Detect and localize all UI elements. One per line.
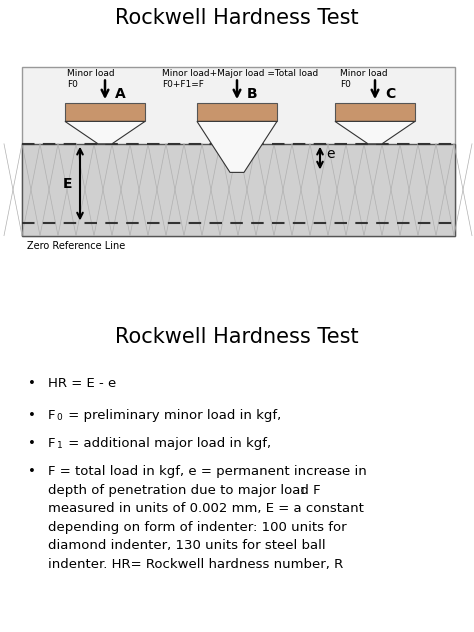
Text: •: • bbox=[28, 437, 36, 450]
Polygon shape bbox=[335, 121, 415, 144]
Text: •: • bbox=[28, 377, 36, 391]
Text: diamond indenter, 130 units for steel ball: diamond indenter, 130 units for steel ba… bbox=[48, 539, 326, 552]
Text: 1: 1 bbox=[56, 441, 62, 450]
Text: e: e bbox=[326, 147, 335, 161]
Text: •: • bbox=[28, 410, 36, 422]
Text: 0: 0 bbox=[56, 413, 62, 422]
Text: Minor load+Major load =Total load
F0+F1=F: Minor load+Major load =Total load F0+F1=… bbox=[162, 70, 318, 88]
Text: measured in units of 0.002 mm, E = a constant: measured in units of 0.002 mm, E = a con… bbox=[48, 502, 364, 515]
Bar bbox=[65, 103, 145, 121]
Text: F: F bbox=[48, 410, 55, 422]
Text: C: C bbox=[385, 87, 395, 101]
Text: = additional major load in kgf,: = additional major load in kgf, bbox=[64, 437, 271, 450]
Text: Rockwell Hardness Test: Rockwell Hardness Test bbox=[115, 327, 359, 348]
Text: depth of penetration due to major load F: depth of penetration due to major load F bbox=[48, 483, 320, 497]
Text: 1: 1 bbox=[300, 487, 305, 496]
Text: Zero Reference Line: Zero Reference Line bbox=[27, 241, 125, 251]
Bar bbox=[335, 103, 415, 121]
Text: Minor load
F0: Minor load F0 bbox=[67, 70, 115, 88]
Text: Minor load
F0: Minor load F0 bbox=[340, 70, 388, 88]
Bar bbox=[197, 103, 277, 121]
Text: HR = E - e: HR = E - e bbox=[48, 377, 116, 391]
Polygon shape bbox=[197, 121, 277, 173]
Text: F: F bbox=[48, 437, 55, 450]
Bar bbox=[22, 144, 455, 236]
Text: F = total load in kgf, e = permanent increase in: F = total load in kgf, e = permanent inc… bbox=[48, 465, 367, 478]
Text: B: B bbox=[247, 87, 258, 101]
Bar bbox=[22, 68, 455, 236]
Text: depending on form of indenter: 100 units for: depending on form of indenter: 100 units… bbox=[48, 521, 346, 533]
Text: E: E bbox=[63, 176, 72, 191]
Text: indenter. HR= Rockwell hardness number, R: indenter. HR= Rockwell hardness number, … bbox=[48, 557, 343, 571]
Text: Rockwell Hardness Test: Rockwell Hardness Test bbox=[115, 8, 359, 28]
Text: A: A bbox=[115, 87, 126, 101]
Polygon shape bbox=[65, 121, 145, 144]
Text: = preliminary minor load in kgf,: = preliminary minor load in kgf, bbox=[64, 410, 281, 422]
Text: •: • bbox=[28, 465, 36, 478]
